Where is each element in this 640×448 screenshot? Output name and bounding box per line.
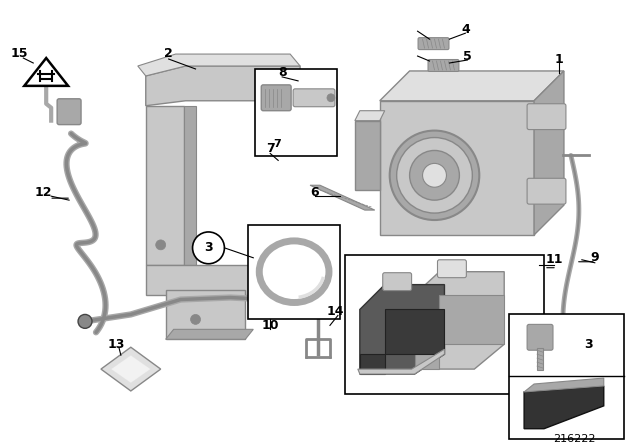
Polygon shape <box>166 289 245 339</box>
Polygon shape <box>310 185 375 210</box>
Polygon shape <box>360 310 444 374</box>
Bar <box>255 69 337 156</box>
Bar <box>537 348 543 370</box>
Polygon shape <box>146 66 300 106</box>
Circle shape <box>410 151 460 200</box>
Polygon shape <box>300 255 310 294</box>
Text: 1: 1 <box>555 52 563 65</box>
Polygon shape <box>380 101 534 235</box>
Polygon shape <box>355 121 380 190</box>
Polygon shape <box>415 294 504 369</box>
FancyBboxPatch shape <box>418 38 449 50</box>
FancyBboxPatch shape <box>293 89 335 107</box>
Polygon shape <box>24 58 68 86</box>
Text: 9: 9 <box>591 251 599 264</box>
Circle shape <box>78 314 92 328</box>
Text: 3: 3 <box>584 338 593 351</box>
Polygon shape <box>166 329 253 339</box>
Ellipse shape <box>259 241 329 302</box>
Circle shape <box>397 138 472 213</box>
Text: 13: 13 <box>108 338 125 351</box>
Text: 3: 3 <box>204 241 212 254</box>
Polygon shape <box>380 71 564 101</box>
FancyBboxPatch shape <box>57 99 81 125</box>
Text: 15: 15 <box>11 47 28 60</box>
Polygon shape <box>101 347 161 391</box>
FancyBboxPatch shape <box>438 260 467 278</box>
Text: 4: 4 <box>461 23 470 36</box>
FancyBboxPatch shape <box>527 104 566 129</box>
Polygon shape <box>146 106 184 265</box>
Circle shape <box>156 240 166 250</box>
Text: 8: 8 <box>278 66 287 79</box>
FancyBboxPatch shape <box>527 178 566 204</box>
Ellipse shape <box>268 250 320 294</box>
Circle shape <box>422 164 447 187</box>
Polygon shape <box>524 386 604 429</box>
Polygon shape <box>146 265 300 294</box>
Text: 11: 11 <box>545 253 563 266</box>
Text: 2: 2 <box>164 47 173 60</box>
FancyBboxPatch shape <box>261 85 291 111</box>
Text: 6: 6 <box>310 186 319 199</box>
Polygon shape <box>138 54 300 76</box>
Polygon shape <box>355 111 385 121</box>
Bar <box>248 225 340 319</box>
FancyBboxPatch shape <box>527 324 553 350</box>
Text: 14: 14 <box>326 305 344 318</box>
Polygon shape <box>184 106 196 265</box>
Bar <box>345 255 544 394</box>
Text: 10: 10 <box>262 319 279 332</box>
FancyBboxPatch shape <box>383 273 412 291</box>
Polygon shape <box>415 271 504 369</box>
Text: 7: 7 <box>273 139 281 150</box>
Text: 7: 7 <box>266 142 275 155</box>
Polygon shape <box>534 71 564 235</box>
Bar <box>509 314 623 439</box>
Circle shape <box>193 232 225 264</box>
Polygon shape <box>524 378 604 392</box>
FancyBboxPatch shape <box>428 60 459 71</box>
Polygon shape <box>360 284 444 374</box>
Polygon shape <box>358 349 444 374</box>
Circle shape <box>390 130 479 220</box>
Polygon shape <box>111 355 151 383</box>
Circle shape <box>191 314 200 324</box>
Text: 12: 12 <box>35 186 52 199</box>
Text: 5: 5 <box>463 50 472 63</box>
Circle shape <box>327 94 335 102</box>
Text: 216222: 216222 <box>553 434 595 444</box>
